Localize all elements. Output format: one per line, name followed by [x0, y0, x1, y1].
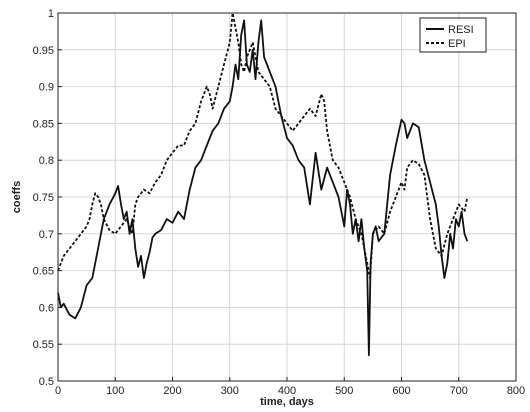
y-tick-label: 0.8	[39, 155, 54, 167]
y-tick-label: 1	[48, 8, 54, 20]
x-tick-label: 0	[55, 385, 61, 397]
y-tick-label: 0.5	[39, 376, 54, 388]
x-tick-label: 600	[392, 385, 410, 397]
y-tick-label: 0.55	[33, 339, 54, 351]
x-tick-label: 400	[278, 385, 296, 397]
y-tick-label: 0.95	[33, 45, 54, 57]
x-tick-label: 700	[450, 385, 468, 397]
x-tick-label: 800	[507, 385, 525, 397]
y-tick-label: 0.6	[39, 302, 54, 314]
y-tick-label: 0.9	[39, 82, 54, 94]
x-tick-label: 300	[221, 385, 239, 397]
legend: RESI EPI	[419, 17, 487, 53]
y-tick-label: 0.65	[33, 266, 54, 278]
tick-labels: 0 100 200 300 400 500 600 700 800 0.5 0.55 0.6 0.65 0…	[33, 8, 526, 397]
legend-box	[419, 17, 487, 53]
legend-label-epi: EPI	[448, 38, 466, 50]
series-line-epi	[57, 12, 469, 279]
x-tick-label: 500	[335, 385, 353, 397]
series-line-resi	[57, 19, 469, 357]
y-axis-label: coeffs	[11, 181, 23, 213]
series-layer	[57, 12, 469, 357]
y-tick-label: 0.75	[33, 192, 54, 204]
y-tick-label: 0.85	[33, 118, 54, 130]
grid	[57, 12, 517, 382]
y-tick-label: 0.7	[39, 229, 54, 241]
x-tick-label: 200	[163, 385, 181, 397]
x-tick-label: 100	[106, 385, 124, 397]
x-axis-label: time, days	[260, 396, 314, 408]
legend-label-resi: RESI	[448, 24, 474, 36]
